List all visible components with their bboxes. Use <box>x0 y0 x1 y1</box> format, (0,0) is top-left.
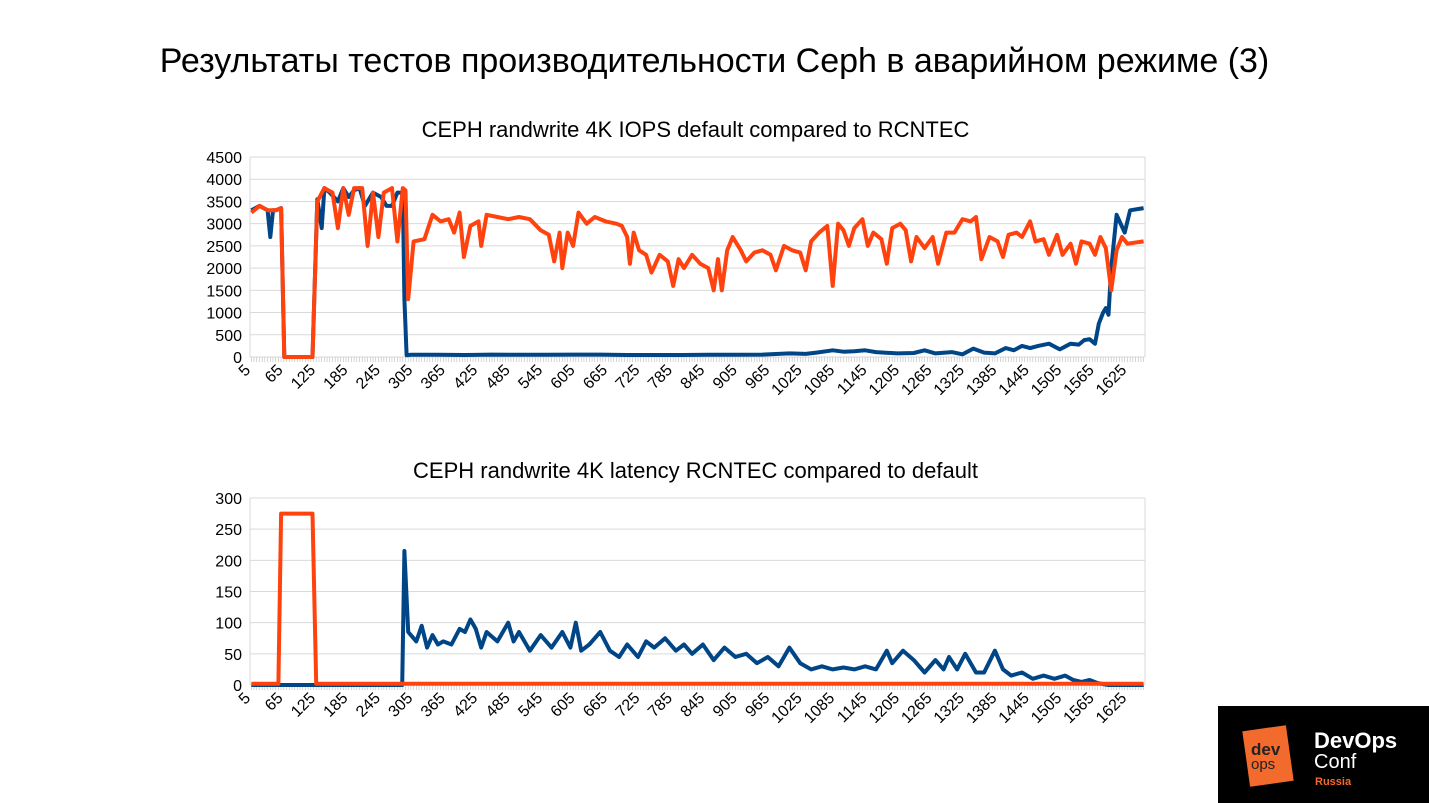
logo-line1: DevOps <box>1314 728 1398 753</box>
x-tick-label: 545 <box>515 690 546 721</box>
logo-mark-top: dev <box>1251 740 1281 759</box>
x-tick-label: 905 <box>710 690 741 721</box>
series-line-2 <box>251 511 1144 686</box>
logo-mark-bottom: ops <box>1251 756 1276 773</box>
x-tick-label: 785 <box>645 690 676 721</box>
y-tick-label: 1500 <box>206 283 242 300</box>
x-tick-label: 5 <box>236 362 254 380</box>
logo-line2: Conf <box>1314 751 1357 773</box>
y-tick-label: 300 <box>215 491 242 508</box>
x-tick-label: 245 <box>353 690 384 721</box>
x-tick-label: 185 <box>321 690 352 721</box>
chart-title: CEPH randwrite 4K latency RCNTEC compare… <box>413 458 978 483</box>
x-tick-label: 1565 <box>1061 362 1098 399</box>
x-tick-label: 1205 <box>866 690 903 727</box>
x-tick-label: 665 <box>580 362 611 393</box>
x-tick-label: 1625 <box>1093 690 1130 727</box>
x-tick-label: 845 <box>678 362 709 393</box>
x-tick-label: 1505 <box>1028 690 1065 727</box>
y-tick-label: 0 <box>233 350 242 367</box>
y-tick-label: 4000 <box>206 172 242 189</box>
x-tick-label: 785 <box>645 362 676 393</box>
x-tick-label: 1625 <box>1093 362 1130 399</box>
y-tick-label: 4500 <box>206 150 242 167</box>
chart-title: CEPH randwrite 4K IOPS default compared … <box>422 117 970 142</box>
y-tick-label: 2000 <box>206 261 242 278</box>
y-tick-label: 200 <box>215 553 242 570</box>
x-tick-label: 1445 <box>996 362 1033 399</box>
x-tick-label: 65 <box>262 362 287 387</box>
devops-conf-logo: dev ops DevOps Conf Russia <box>1218 706 1429 803</box>
x-tick-label: 305 <box>386 690 417 721</box>
y-tick-label: 50 <box>224 647 242 664</box>
x-tick-label: 485 <box>483 690 514 721</box>
x-tick-label: 185 <box>321 362 352 393</box>
y-tick-label: 2500 <box>206 239 242 256</box>
x-tick-label: 845 <box>678 690 709 721</box>
x-tick-label: 365 <box>418 690 449 721</box>
x-tick-label: 1565 <box>1061 690 1098 727</box>
series-line-1 <box>251 549 1144 687</box>
y-tick-label: 1000 <box>206 306 242 323</box>
y-tick-label: 500 <box>215 328 242 345</box>
x-tick-label: 485 <box>483 362 514 393</box>
x-tick-label: 1325 <box>931 690 968 727</box>
x-tick-label: 1085 <box>801 362 838 399</box>
x-tick-label: 1265 <box>898 690 935 727</box>
x-tick-label: 725 <box>613 362 644 393</box>
x-tick-label: 365 <box>418 362 449 393</box>
x-tick-label: 305 <box>386 362 417 393</box>
y-tick-label: 3500 <box>206 194 242 211</box>
y-tick-label: 100 <box>215 616 242 633</box>
x-tick-label: 1025 <box>769 362 806 399</box>
series-line-2 <box>250 186 1144 359</box>
y-tick-label: 0 <box>233 678 242 695</box>
x-tick-label: 1445 <box>996 690 1033 727</box>
x-tick-label: 1205 <box>866 362 903 399</box>
x-tick-label: 1385 <box>963 362 1000 399</box>
x-tick-label: 665 <box>580 690 611 721</box>
x-tick-label: 425 <box>450 362 481 393</box>
x-tick-label: 245 <box>353 362 384 393</box>
y-tick-label: 250 <box>215 522 242 539</box>
x-tick-label: 1265 <box>898 362 935 399</box>
x-tick-label: 1145 <box>834 362 870 398</box>
x-tick-label: 545 <box>515 362 546 393</box>
x-tick-label: 1145 <box>834 690 870 726</box>
x-tick-label: 125 <box>288 362 319 393</box>
x-tick-label: 1505 <box>1028 362 1065 399</box>
chart-1: CEPH randwrite 4K IOPS default compared … <box>206 117 1146 399</box>
x-tick-label: 725 <box>613 690 644 721</box>
x-tick-label: 425 <box>450 690 481 721</box>
series-line-1 <box>250 186 1144 359</box>
y-tick-label: 150 <box>215 585 242 602</box>
y-tick-label: 3000 <box>206 217 242 234</box>
chart-2: CEPH randwrite 4K latency RCNTEC compare… <box>215 458 1146 727</box>
x-tick-label: 65 <box>262 690 287 715</box>
x-tick-label: 1325 <box>931 362 968 399</box>
logo-line3: Russia <box>1315 776 1352 788</box>
x-tick-label: 5 <box>236 690 254 708</box>
x-tick-label: 905 <box>710 362 741 393</box>
x-tick-label: 605 <box>548 690 579 721</box>
x-tick-label: 1085 <box>801 690 838 727</box>
x-tick-label: 125 <box>288 690 319 721</box>
x-tick-label: 1385 <box>963 690 1000 727</box>
x-tick-label: 1025 <box>769 690 806 727</box>
x-tick-label: 605 <box>548 362 579 393</box>
slide-title: Результаты тестов производительности Cep… <box>159 42 1270 80</box>
